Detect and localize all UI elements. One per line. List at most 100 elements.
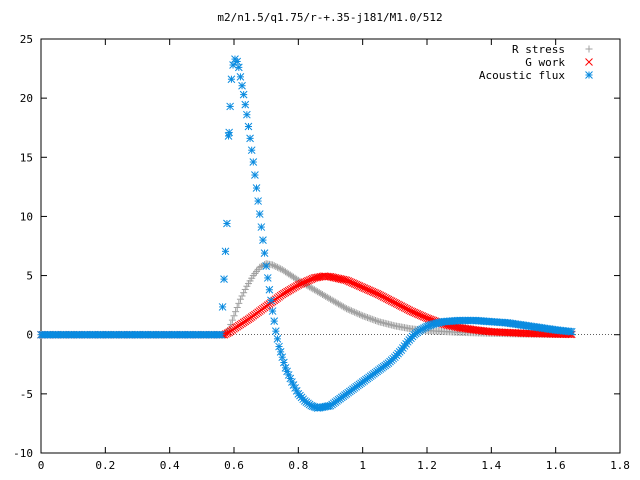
data-point: [233, 57, 242, 66]
data-point: [275, 264, 283, 272]
data-point: [243, 110, 251, 119]
data-point: [344, 305, 352, 313]
data-point: [230, 312, 238, 320]
data-point: [373, 317, 381, 325]
data-point: [347, 307, 355, 315]
data-point: [225, 128, 234, 137]
y-tick-label: 20: [20, 92, 33, 105]
data-point: [233, 304, 241, 312]
data-point: [362, 313, 370, 321]
data-point: [244, 122, 253, 131]
y-tick-label: 25: [20, 33, 33, 46]
legend-marker: [585, 71, 593, 79]
data-point: [368, 315, 376, 323]
data-point: [312, 273, 320, 282]
data-point: [255, 210, 264, 218]
data-point: [452, 323, 460, 331]
data-point: [331, 273, 340, 282]
data-point: [352, 309, 360, 317]
data-point: [241, 285, 249, 293]
x-tick-label: 1.6: [546, 459, 566, 472]
data-point: [234, 63, 243, 72]
plot-frame: [40, 38, 621, 454]
data-point: [270, 262, 278, 270]
data-point: [280, 358, 288, 367]
data-point: [235, 299, 243, 307]
x-tick-label: 0.2: [95, 459, 115, 472]
data-point: [223, 219, 231, 228]
data-point: [326, 272, 335, 281]
data-point: [257, 223, 266, 231]
data-point: [346, 306, 354, 314]
data-point: [263, 274, 272, 282]
data-point: [367, 315, 375, 323]
y-tick-label: 10: [20, 210, 33, 223]
data-point: [260, 249, 269, 257]
legend-label: G work: [525, 56, 565, 69]
x-tick-label: 0.8: [288, 459, 308, 472]
x-tick-label: 1.4: [481, 459, 501, 472]
data-point: [328, 273, 336, 281]
legend-label: Acoustic flux: [479, 69, 565, 82]
data-point: [276, 348, 285, 356]
data-point: [275, 342, 283, 351]
data-point: [372, 317, 380, 325]
data-point: [567, 327, 576, 336]
data-point: [272, 263, 280, 271]
data-point: [271, 327, 280, 336]
data-point: [220, 275, 228, 283]
chart-title: m2/n1.5/q1.75/r-+.35-j181/M1.0/512: [217, 11, 442, 24]
y-tick-label: -10: [13, 447, 33, 460]
data-point: [239, 90, 248, 99]
data-point: [315, 273, 324, 281]
y-tick-label: -5: [20, 388, 33, 401]
y-tick-label: 15: [20, 151, 33, 164]
data-point: [359, 312, 367, 320]
x-tick-label: 1.2: [417, 459, 437, 472]
data-point: [268, 307, 277, 315]
data-point: [310, 274, 319, 282]
data-point: [241, 100, 250, 109]
series-layer: [37, 55, 576, 412]
data-point: [370, 316, 378, 324]
data-point: [247, 146, 256, 155]
data-point: [269, 261, 277, 269]
data-point: [349, 308, 357, 316]
data-point: [334, 274, 343, 283]
x-tick-label: 0.4: [160, 459, 180, 472]
y-tick-label: 0: [26, 329, 33, 342]
data-point: [238, 292, 246, 300]
series-g-work: [37, 272, 576, 339]
data-point: [339, 275, 348, 284]
data-point: [249, 158, 258, 166]
data-point: [228, 316, 236, 324]
data-point: [259, 236, 267, 244]
data-point: [218, 303, 227, 311]
data-point: [246, 134, 254, 143]
x-tick-label: 1: [359, 459, 366, 472]
data-point: [252, 184, 261, 192]
axes: 0 0.2 0.4 0.6 0.8 1 1.2 1.4 1.6 1.8 -10 -5 0 5 10 15 20 2…: [13, 33, 630, 472]
data-point: [265, 285, 274, 294]
data-point: [357, 311, 365, 319]
data-point: [236, 72, 245, 81]
data-point: [336, 275, 345, 283]
data-point: [333, 274, 341, 283]
data-point: [363, 314, 371, 322]
data-point: [267, 296, 275, 305]
data-point: [278, 353, 287, 362]
x-tick-label: 0.6: [224, 459, 244, 472]
data-point: [360, 312, 368, 320]
legend-marker: [585, 58, 593, 66]
data-point: [354, 310, 362, 318]
data-point: [262, 262, 271, 270]
data-point: [341, 304, 349, 312]
data-point: [337, 275, 346, 284]
series-acoustic-flux: [37, 55, 576, 412]
data-point: [232, 308, 240, 316]
data-point: [217, 330, 225, 339]
data-point: [238, 81, 246, 90]
data-point: [329, 273, 338, 282]
data-point: [227, 320, 235, 328]
